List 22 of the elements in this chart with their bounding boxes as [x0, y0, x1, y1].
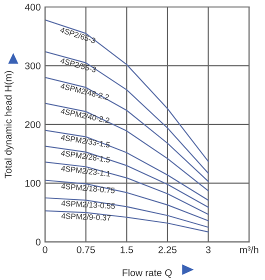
line-series — [45, 161, 209, 215]
x-tick-label: m³/h — [240, 246, 258, 254]
y-tick-label: 100 — [25, 180, 41, 187]
x-tick-label: 2.25 — [158, 246, 177, 254]
line-series — [45, 76, 209, 182]
x-tick-label: 3 — [206, 246, 211, 254]
line-series — [45, 146, 209, 208]
line-series — [45, 102, 209, 192]
line-series — [45, 180, 209, 222]
y-tick-label: 200 — [25, 121, 41, 128]
line-series — [45, 130, 209, 201]
x-tick-label: 0 — [42, 246, 48, 254]
y-tick-label: 400 — [24, 4, 41, 11]
y-axis-title: Total dynamic head H(m) — [4, 71, 14, 178]
y-tick-label: 300 — [25, 62, 41, 70]
line-series — [45, 210, 209, 232]
x-axis-title: Flow rate Q — [122, 269, 172, 278]
line-series — [45, 19, 209, 162]
x-tick-label: 0.75 — [76, 246, 95, 254]
y-tick-label: 0 — [36, 238, 41, 246]
line-series — [45, 197, 209, 228]
x-tick-label: 1.5 — [120, 246, 134, 254]
